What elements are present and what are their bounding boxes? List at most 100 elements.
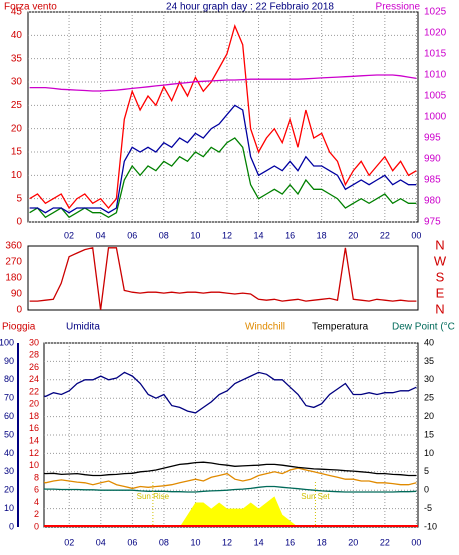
y-tick-label: 28	[29, 350, 39, 360]
x-tick-label: 20	[348, 230, 358, 240]
x-tick-label: 10	[190, 537, 200, 547]
y2-tick-label: S	[436, 269, 445, 284]
series-group	[44, 371, 417, 527]
y-tick-label: 2	[34, 509, 39, 519]
y3-tick-label: 30	[4, 466, 14, 476]
y-tick-label: 35	[11, 53, 23, 64]
y3-tick-label: 70	[4, 393, 14, 403]
y3-tick-label: 20	[4, 485, 14, 495]
y-tick-label: 20	[29, 399, 39, 409]
y2-tick-label: 975	[424, 217, 441, 228]
y3-tick-label: 60	[4, 411, 14, 421]
series-line	[44, 485, 417, 493]
y2-tick-label: 1020	[424, 28, 447, 39]
y3-tick-label: 0	[9, 521, 14, 531]
y2-tick-label: E	[436, 285, 445, 300]
series-line	[29, 74, 417, 92]
series-line	[29, 104, 417, 214]
y3-tick-label: 10	[4, 503, 14, 513]
x-tick-label: 16	[285, 230, 295, 240]
legend-label: Umidita	[66, 322, 100, 333]
y-tick-label: 180	[5, 273, 22, 284]
y-tick-label: 25	[11, 100, 23, 111]
series-group	[29, 24, 417, 219]
y-tick-label: 90	[11, 289, 23, 300]
y2-tick-label: 995	[424, 133, 441, 144]
y-tick-label: 45	[11, 7, 23, 18]
x-tick-label: 16	[285, 537, 295, 547]
y2-tick-label: 15	[424, 429, 434, 439]
y2-tick-label: 1000	[424, 112, 447, 123]
y2-tick-label: 985	[424, 175, 441, 186]
x-tick-label: 02	[64, 537, 74, 547]
y2-tick-label: 40	[424, 337, 434, 347]
series-line	[44, 371, 417, 414]
y2-tick-label: W	[434, 253, 447, 268]
pressure-label: Pressione	[376, 2, 421, 13]
series-line	[44, 461, 417, 477]
y-tick-label: 360	[5, 241, 22, 252]
y-tick-label: 30	[11, 77, 23, 88]
series-line	[29, 247, 417, 310]
x-tick-label: 08	[159, 537, 169, 547]
x-tick-label: 06	[127, 230, 137, 240]
x-tick-label: 10	[190, 230, 200, 240]
y2-tick-label: 1015	[424, 49, 447, 60]
y2-tick-label: -10	[424, 521, 437, 531]
y-tick-label: 0	[16, 217, 22, 228]
y-tick-label: 12	[29, 448, 39, 458]
x-tick-label: 00	[411, 230, 421, 240]
series-line	[29, 24, 417, 210]
y3-tick-label: 40	[4, 448, 14, 458]
y-tick-label: 0	[34, 521, 39, 531]
rain-area	[44, 496, 417, 527]
y2-tick-label: 1005	[424, 91, 447, 102]
x-tick-label: 02	[64, 230, 74, 240]
y-tick-label: 18	[29, 411, 39, 421]
x-tick-label: 12	[222, 230, 232, 240]
y-tick-label: 14	[29, 436, 39, 446]
y2-tick-label: N	[435, 301, 444, 316]
y-tick-label: 10	[29, 460, 39, 470]
x-tick-label: 12	[222, 537, 232, 547]
annotation: Sun Rise	[137, 492, 170, 501]
series-line	[44, 467, 417, 490]
y2-tick-label: 20	[424, 411, 434, 421]
x-tick-label: 18	[317, 537, 327, 547]
y-tick-label: 24	[29, 374, 39, 384]
y3-tick-label: 100	[0, 337, 14, 347]
y-tick-label: 0	[16, 305, 22, 316]
legend-label: Windchill	[245, 322, 285, 333]
chart-title: 24 hour graph day : 22 Febbraio 2018	[166, 2, 334, 13]
y-tick-label: 6	[34, 485, 39, 495]
y2-tick-label: 1025	[424, 7, 447, 18]
y-tick-label: 10	[11, 170, 23, 181]
y2-tick-label: 35	[424, 356, 434, 366]
y-tick-label: 5	[16, 193, 22, 204]
x-tick-label: 04	[96, 230, 106, 240]
y2-tick-label: 1010	[424, 70, 447, 81]
y-tick-label: 26	[29, 362, 39, 372]
x-tick-label: 22	[380, 537, 390, 547]
y-tick-label: 16	[29, 423, 39, 433]
y2-tick-label: 990	[424, 154, 441, 165]
x-tick-label: 18	[317, 230, 327, 240]
series-group	[29, 247, 417, 310]
annotation: Sun Set	[301, 492, 330, 501]
y2-tick-label: -5	[424, 503, 432, 513]
x-tick-label: 06	[127, 537, 137, 547]
y3-tick-label: 80	[4, 374, 14, 384]
wind-label: Forza vento	[4, 2, 57, 13]
x-tick-label: 04	[96, 537, 106, 547]
y2-tick-label: 980	[424, 196, 441, 207]
y2-tick-label: 10	[424, 448, 434, 458]
legend-label: Temperatura	[312, 322, 369, 333]
y-tick-label: 22	[29, 386, 39, 396]
y2-tick-label: 5	[424, 466, 429, 476]
y2-tick-label: N	[435, 237, 444, 252]
y2-tick-label: 30	[424, 374, 434, 384]
y3-tick-label: 50	[4, 429, 14, 439]
y-tick-label: 15	[11, 147, 23, 158]
x-tick-label: 14	[254, 537, 264, 547]
